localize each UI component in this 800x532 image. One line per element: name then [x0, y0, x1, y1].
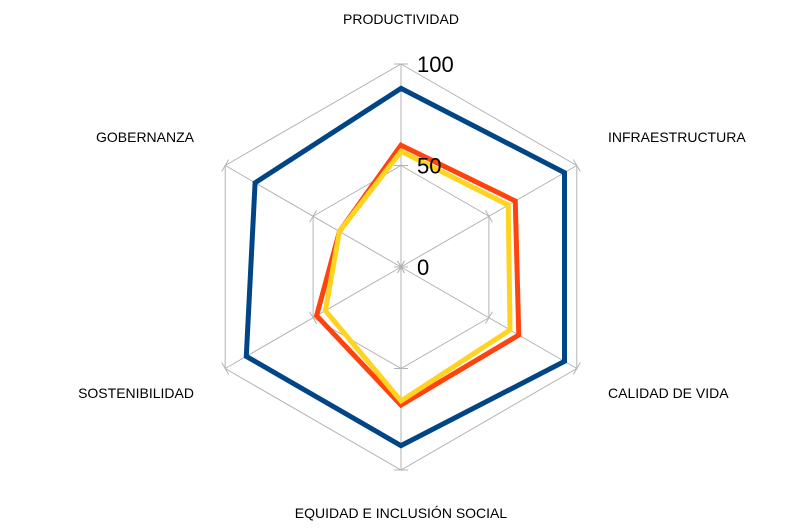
radar-tick-mark [397, 260, 405, 274]
radar-series-3 [322, 148, 513, 405]
radar-grid [221, 63, 581, 471]
radar-tick-mark [309, 209, 318, 223]
tick-label: 50 [417, 154, 441, 179]
axis-label: GOBERNANZA [96, 129, 195, 145]
radar-axis-labels: PRODUCTIVIDAD INFRAESTRUCTURA CALIDAD DE V… [78, 11, 746, 521]
radar-tick-labels: 0 50 100 [417, 52, 454, 280]
radar-tick-mark [484, 209, 493, 223]
radar-tick-mark [572, 159, 581, 172]
radar-tick-mark [309, 311, 318, 325]
axis-label: CALIDAD DE VIDA [608, 385, 729, 401]
axis-label: EQUIDAD E INCLUSIÓN SOCIAL [295, 505, 508, 521]
tick-label: 100 [417, 52, 454, 77]
radar-tick-mark [221, 362, 230, 375]
radar-tick-mark [221, 159, 230, 172]
radar-tick-mark [572, 362, 581, 375]
axis-label: PRODUCTIVIDAD [343, 11, 459, 27]
radar-series-1 [243, 85, 567, 449]
tick-label: 0 [417, 255, 429, 280]
radar-tick-mark [484, 311, 493, 325]
axis-label: INFRAESTRUCTURA [608, 129, 746, 145]
radar-series [243, 85, 567, 449]
axis-label: SOSTENIBILIDAD [78, 385, 194, 401]
